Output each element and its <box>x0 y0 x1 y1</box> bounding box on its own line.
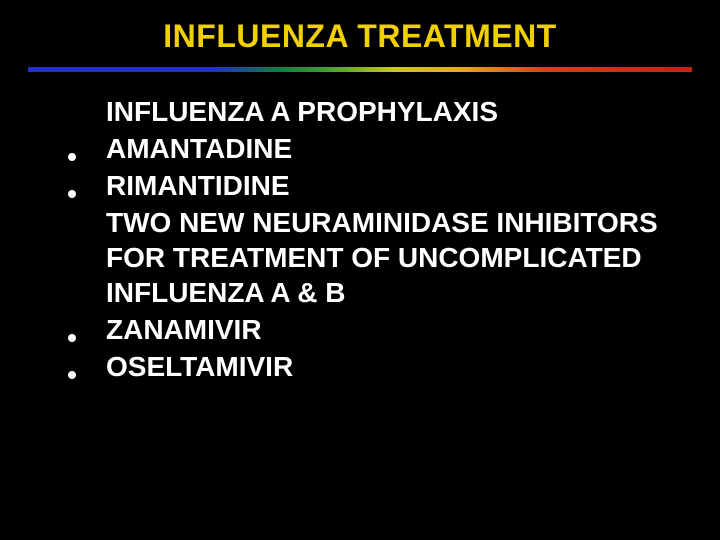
bullet-gutter <box>62 349 106 384</box>
line-text: ZANAMIVIR <box>106 312 682 347</box>
bullet-line: AMANTADINE <box>62 131 682 166</box>
bullet-line: OSELTAMIVIR <box>62 349 682 384</box>
slide-body: INFLUENZA A PROPHYLAXISAMANTADINERIMANTI… <box>0 94 720 384</box>
bullet-gutter <box>62 131 106 166</box>
slide: { "title": { "text": "INFLUENZA TREATMEN… <box>0 0 720 540</box>
line-text: OSELTAMIVIR <box>106 349 682 384</box>
bullet-icon <box>68 153 76 161</box>
line-text: AMANTADINE <box>106 131 682 166</box>
bullet-gutter <box>62 312 106 347</box>
line-text: TWO NEW NEURAMINIDASE INHIBITORS FOR TRE… <box>106 205 682 310</box>
bullet-icon <box>68 371 76 379</box>
plain-line: TWO NEW NEURAMINIDASE INHIBITORS FOR TRE… <box>62 205 682 310</box>
bullet-gutter <box>62 168 106 203</box>
line-text: INFLUENZA A PROPHYLAXIS <box>106 94 682 129</box>
title-underline-rule <box>28 67 692 72</box>
line-text: RIMANTIDINE <box>106 168 682 203</box>
plain-line: INFLUENZA A PROPHYLAXIS <box>62 94 682 129</box>
bullet-line: ZANAMIVIR <box>62 312 682 347</box>
bullet-icon <box>68 334 76 342</box>
bullet-icon <box>68 190 76 198</box>
slide-title: INFLUENZA TREATMENT <box>0 0 720 67</box>
bullet-line: RIMANTIDINE <box>62 168 682 203</box>
